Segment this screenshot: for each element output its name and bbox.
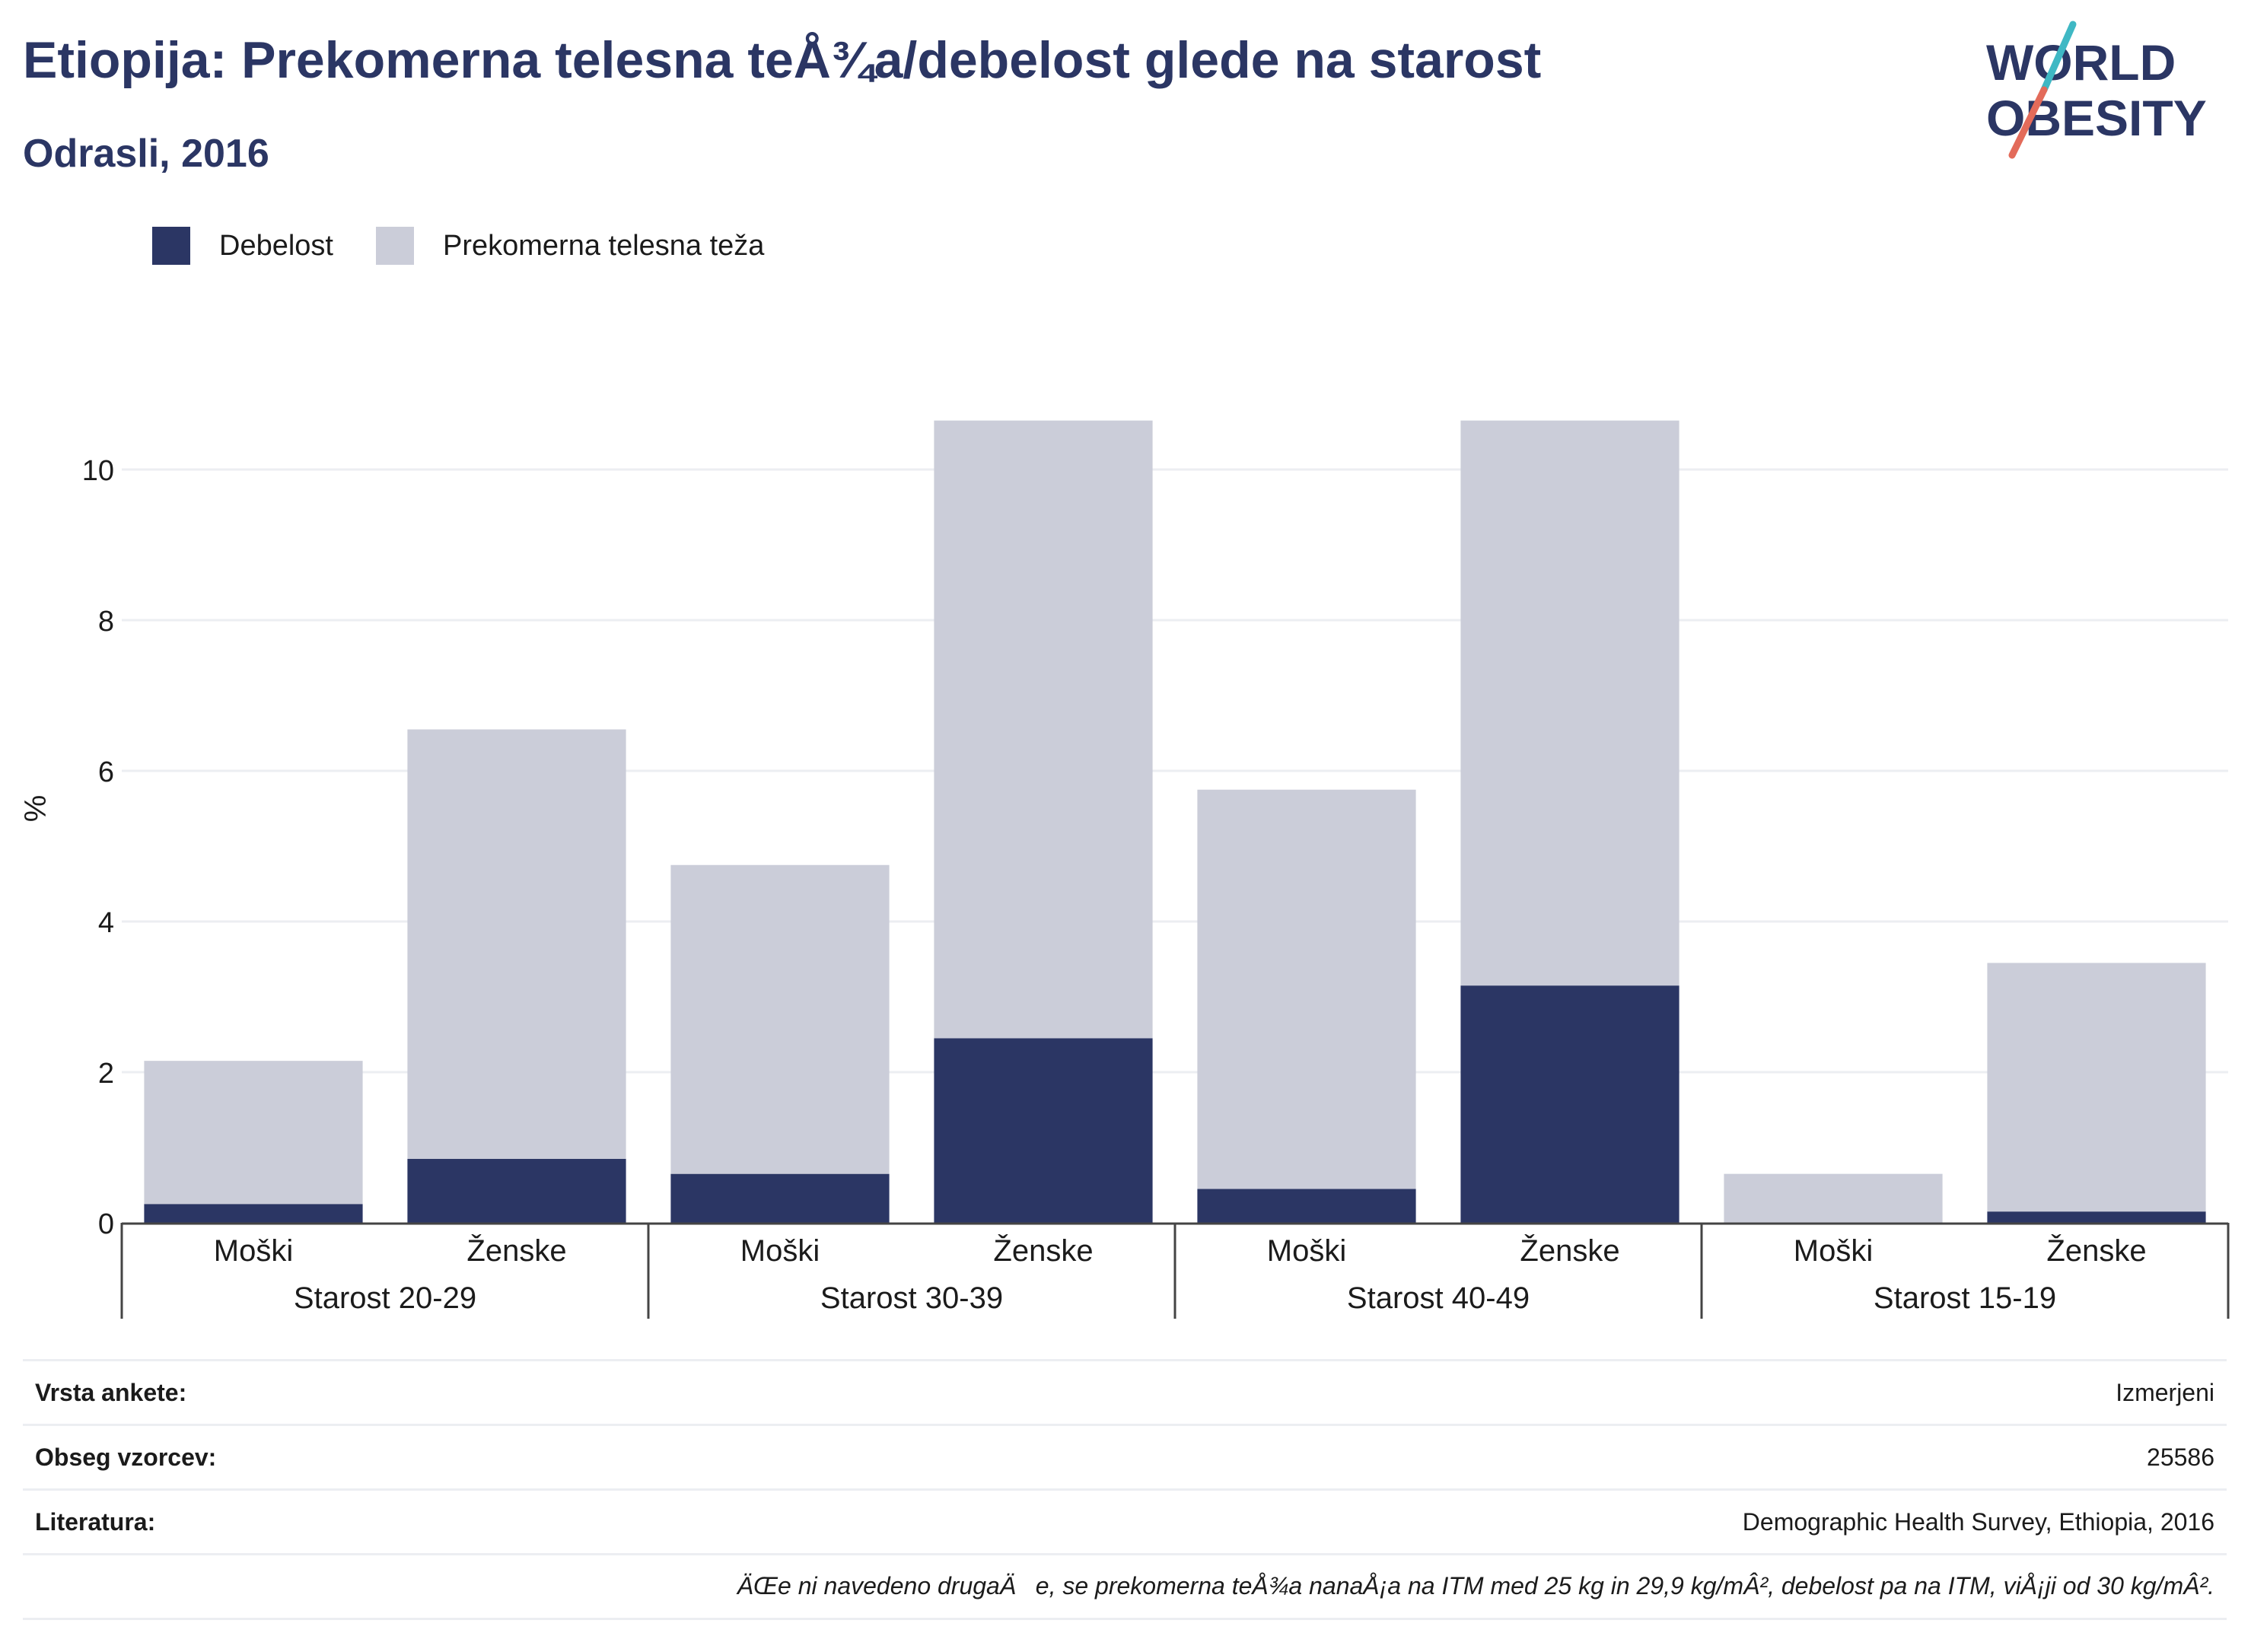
info-value: Izmerjeni [2116,1378,2214,1406]
logo-slash-teal [2040,21,2077,94]
x-tick-label: Moški [214,1234,293,1268]
chart-subtitle: Odrasli, 2016 [23,132,269,176]
y-tick-label: 2 [98,1058,114,1090]
legend-label-obesity: Debelost [219,229,333,262]
info-row-reference: Literatura: Demographic Health Survey, E… [23,1488,2227,1553]
bar-overweight[interactable] [670,864,890,1174]
bar-obesity[interactable] [407,1158,626,1223]
info-key: Literatura: [35,1507,156,1536]
x-tick-label: Moški [1267,1234,1346,1268]
bar-obesity[interactable] [670,1173,890,1223]
legend-item-obesity[interactable]: Debelost [152,227,333,265]
x-tick-label: Ženske [2046,1233,2146,1268]
legend-label-overweight: Prekomerna telesna teža [442,229,765,262]
bar-overweight[interactable] [1197,789,1416,1189]
legend-swatch-overweight [375,227,414,265]
x-tick-label: Ženske [466,1233,566,1268]
info-value: Demographic Health Survey, Ethiopia, 201… [1742,1507,2214,1536]
group-label: Starost 30-39 [820,1281,1003,1315]
info-table: Vrsta ankete: Izmerjeni Obseg vzorcev: 2… [23,1359,2227,1620]
bar-obesity[interactable] [1460,985,1679,1223]
bar-obesity[interactable] [934,1038,1153,1223]
x-tick-labels: Moški Ženske Moški Ženske Moški Ženske Moški Že… [214,1233,2147,1315]
info-key: Vrsta ankete: [35,1378,187,1406]
footnote: ÄŒe ni navedeno drugaÄe, se prekomerna … [23,1553,2227,1620]
bar-overweight[interactable] [407,729,626,1159]
bar-overweight[interactable] [144,1061,363,1205]
logo-line1: WORLD [1986,34,2176,91]
group-label: Starost 40-49 [1347,1281,1530,1315]
bars [144,420,2206,1223]
legend: Debelost Prekomerna telesna teža [152,227,807,265]
y-tick-labels: 0 2 4 6 8 10 [82,455,114,1240]
y-tick-label: 6 [98,756,114,788]
y-tick-label: 8 [98,606,114,638]
info-row-survey-type: Vrsta ankete: Izmerjeni [23,1359,2227,1424]
bar-obesity[interactable] [1197,1189,1416,1223]
x-tick-label: Ženske [993,1233,1093,1268]
legend-item-overweight[interactable]: Prekomerna telesna teža [375,227,765,265]
bar-overweight[interactable] [1724,1173,1943,1223]
x-tick-label: Moški [1794,1234,1873,1268]
bar-overweight[interactable] [934,420,1153,1039]
y-tick-label: 4 [98,907,114,939]
y-tick-label: 0 [98,1208,114,1240]
logo-slash-coral [2008,86,2048,159]
x-axis [120,1222,2230,1319]
group-label: Starost 15-19 [1874,1281,2056,1315]
stacked-bar-chart: 0 2 4 6 8 10 Moški Ženske Moški Ženske Moški Žensk… [19,420,2230,1319]
group-label: Starost 20-29 [294,1281,476,1315]
bar-overweight[interactable] [1987,963,2206,1212]
info-row-sample-size: Obseg vzorcev: 25586 [23,1424,2227,1488]
x-tick-label: Ženske [1520,1233,1619,1268]
x-tick-label: Moški [740,1234,820,1268]
bar-obesity[interactable] [144,1204,363,1223]
bar-obesity[interactable] [1987,1211,2206,1223]
info-key: Obseg vzorcev: [35,1443,217,1471]
world-obesity-logo: WORLD OBESITY [1986,21,2207,159]
bar-overweight[interactable] [1460,420,1679,986]
legend-swatch-obesity [152,227,190,265]
y-axis-label: % [19,795,53,823]
y-tick-label: 10 [82,455,114,487]
chart-title: Etiopija: Prekomerna telesna teÅ¾a/debel… [23,31,1542,89]
info-value: 25586 [2147,1443,2214,1471]
